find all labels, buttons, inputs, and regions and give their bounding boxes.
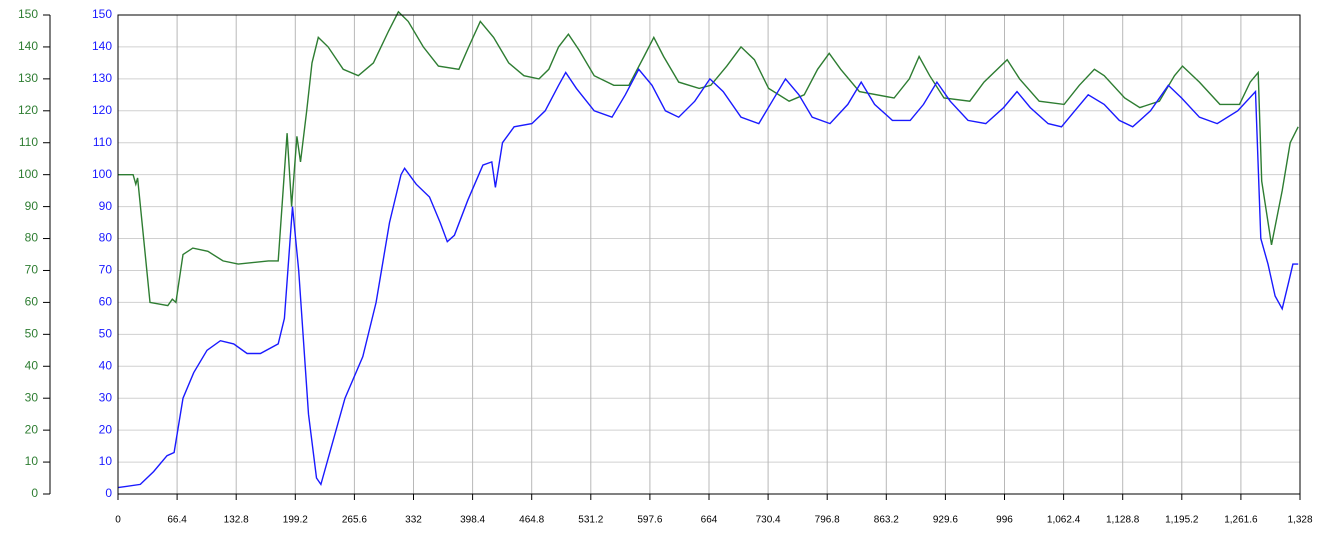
y-tick-label: 150 (18, 7, 38, 21)
y-tick-label: 30 (25, 390, 39, 404)
y-tick-label: 20 (25, 422, 39, 436)
x-tick-label: 863.2 (874, 515, 899, 526)
x-tick-label: 531.2 (578, 515, 603, 526)
x-tick-label: 1,328 (1287, 515, 1312, 526)
y2-tick-label: 140 (92, 39, 112, 53)
x-tick-label: 929.6 (933, 515, 958, 526)
x-tick-label: 1,062.4 (1047, 515, 1081, 526)
y2-tick-label: 40 (99, 358, 113, 372)
y2-tick-label: 120 (92, 103, 112, 117)
y-tick-label: 10 (25, 454, 39, 468)
x-tick-label: 996 (996, 515, 1013, 526)
lines (117, 10, 1299, 489)
y2-tick-label: 60 (99, 295, 113, 309)
grid (117, 14, 1301, 495)
y-tick-label: 60 (25, 295, 39, 309)
y2-tick-label: 90 (99, 199, 113, 213)
x-tick-label: 1,195.2 (1165, 515, 1199, 526)
x-tick-label: 1,128.8 (1106, 515, 1140, 526)
x-tick-label: 66.4 (167, 515, 187, 526)
y-tick-label: 130 (18, 71, 38, 85)
series-line (117, 68, 1299, 489)
y2-tick-label: 100 (92, 167, 112, 181)
y-tick-label: 90 (25, 199, 39, 213)
labels: 0102030405060708090100110120130140150010… (18, 7, 1313, 525)
y2-tick-label: 110 (93, 135, 112, 149)
y-tick-label: 120 (18, 103, 38, 117)
y-tick-label: 50 (25, 327, 39, 341)
y2-tick-label: 20 (99, 422, 113, 436)
y-tick-label: 70 (25, 263, 39, 277)
y2-tick-label: 80 (99, 231, 113, 245)
y-tick-label: 140 (18, 39, 38, 53)
y2-tick-label: 70 (99, 263, 113, 277)
x-tick-label: 265.6 (342, 515, 367, 526)
y-tick-label: 80 (25, 231, 39, 245)
series-line (118, 10, 1299, 307)
y2-tick-label: 130 (92, 71, 112, 85)
x-tick-label: 730.4 (756, 515, 781, 526)
x-tick-label: 464.8 (519, 515, 544, 526)
x-tick-label: 132.8 (224, 515, 249, 526)
y-tick-label: 0 (31, 486, 38, 500)
y2-tick-label: 50 (99, 327, 113, 341)
x-tick-label: 796.8 (815, 515, 840, 526)
x-tick-label: 398.4 (460, 515, 485, 526)
x-tick-label: 597.6 (637, 515, 662, 526)
x-tick-label: 664 (701, 515, 718, 526)
y2-tick-label: 0 (105, 486, 112, 500)
y2-tick-label: 30 (99, 390, 113, 404)
x-tick-label: 1,261.6 (1224, 515, 1258, 526)
x-tick-label: 199.2 (283, 515, 308, 526)
x-tick-label: 0 (115, 515, 121, 526)
y2-tick-label: 10 (99, 454, 113, 468)
y-tick-label: 100 (18, 167, 38, 181)
y2-tick-label: 150 (92, 7, 112, 21)
x-tick-label: 332 (405, 515, 422, 526)
y-tick-label: 40 (25, 358, 39, 372)
y-tick-label: 110 (19, 135, 38, 149)
